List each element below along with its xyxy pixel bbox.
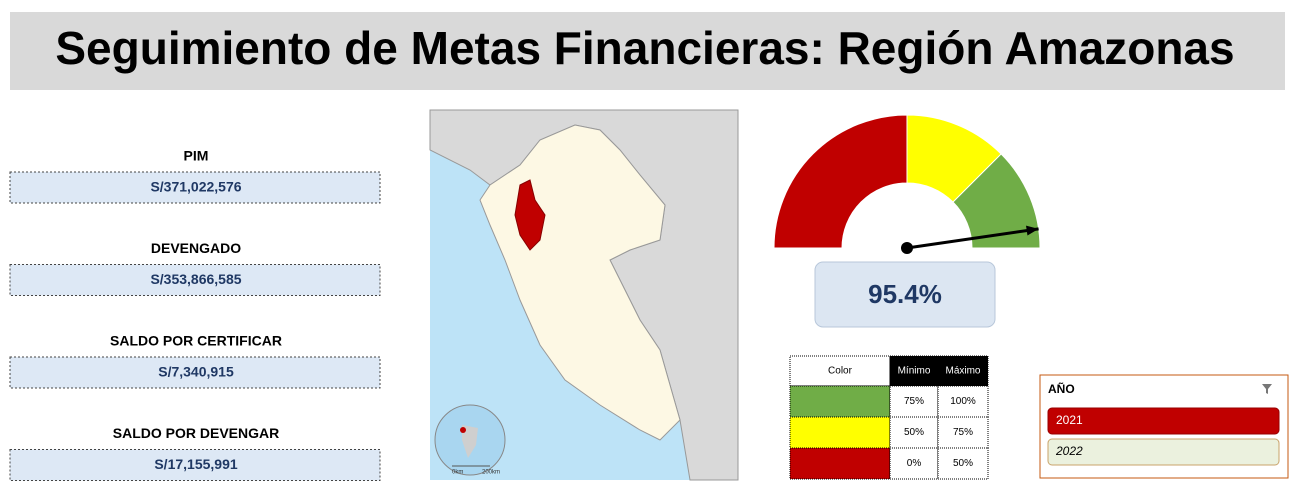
- kpi-label: PIM: [184, 148, 209, 164]
- kpi-value: S/353,866,585: [150, 271, 241, 287]
- gauge-value-box: [814, 261, 996, 328]
- globe-land: [462, 425, 478, 458]
- slicer-item[interactable]: [1047, 407, 1280, 435]
- kpi-box: [9, 171, 381, 204]
- color-cell: [789, 447, 891, 480]
- kpi-label: SALDO POR CERTIFICAR: [110, 333, 282, 349]
- table-cell: [889, 385, 939, 418]
- scale-label: 0km: [452, 470, 463, 476]
- kpi-value: S/17,155,991: [154, 456, 238, 472]
- table-cell-text: 50%: [904, 427, 924, 438]
- clear-filter[interactable]: [1262, 384, 1272, 394]
- slicer-item-label[interactable]: 2021: [1056, 413, 1083, 427]
- table-cell-text: 50%: [953, 458, 973, 469]
- scale-label: 200km: [482, 470, 500, 476]
- map: 0km 200km: [429, 109, 739, 481]
- gauge-hub: [901, 242, 913, 254]
- kpi-box: [9, 356, 381, 389]
- table-cell-text: 75%: [953, 427, 973, 438]
- table-header-cell: [937, 355, 989, 387]
- title-band: [10, 12, 1285, 90]
- gauge-band: [952, 153, 1041, 249]
- amazonas: [514, 179, 546, 251]
- color-cell: [789, 416, 891, 449]
- table-cell: [937, 416, 989, 449]
- table-header-cell: [789, 355, 891, 387]
- kpi-value: S/371,022,576: [150, 179, 241, 195]
- table-cell: [889, 447, 939, 480]
- title: Seguimiento de Metas Financieras: Región…: [55, 22, 1234, 74]
- color-cell: [789, 385, 891, 418]
- gauge-needle: [906, 227, 1039, 250]
- gauge-band: [773, 114, 908, 249]
- table-cell-text: 100%: [950, 396, 976, 407]
- kpi-box: [9, 449, 381, 481]
- gauge-band: [906, 114, 1002, 203]
- table-header: Color: [828, 366, 853, 377]
- table-cell-text: 0%: [907, 458, 922, 469]
- slicer-item[interactable]: [1047, 438, 1280, 466]
- kpi-value: S/7,340,915: [158, 364, 234, 380]
- kpi-label: DEVENGADO: [151, 240, 241, 256]
- gauge-value: 95.4%: [868, 279, 942, 309]
- table-header: Máximo: [945, 366, 980, 377]
- kpi-box: [9, 264, 381, 296]
- table-header: Mínimo: [898, 366, 931, 377]
- table-cell-text: 75%: [904, 396, 924, 407]
- table-cell: [937, 385, 989, 418]
- slicer-item-label[interactable]: 2022: [1055, 444, 1083, 458]
- slicer-title: AÑO: [1048, 381, 1075, 396]
- globe-dot: [460, 427, 466, 433]
- gauge-needle-head: [1026, 225, 1039, 236]
- table-cell: [937, 447, 989, 480]
- kpi-label: SALDO POR DEVENGAR: [113, 425, 279, 441]
